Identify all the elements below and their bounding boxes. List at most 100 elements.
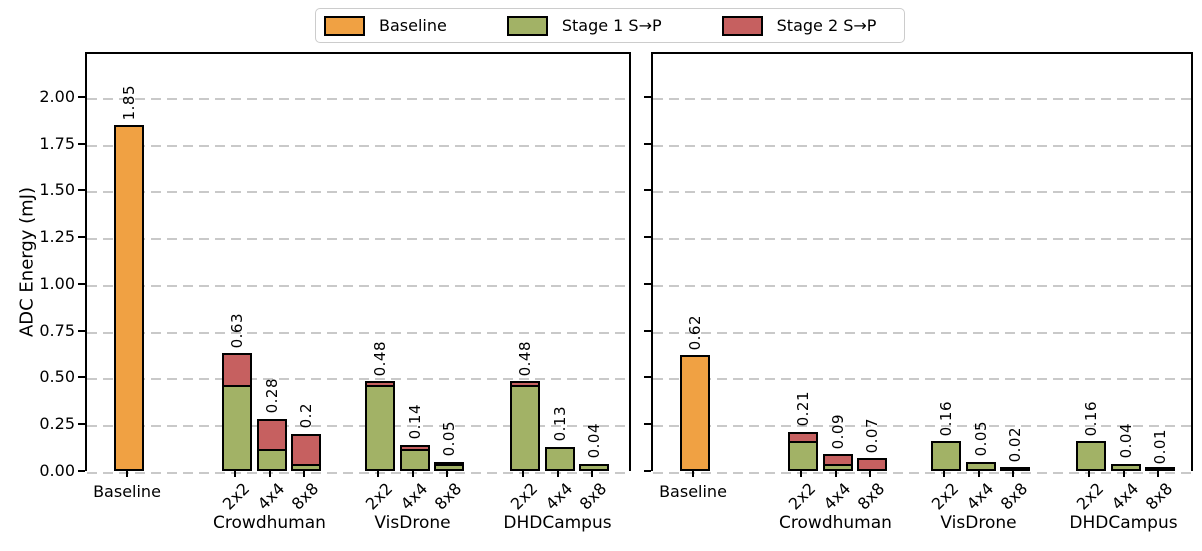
- y-tick-label: 1.25: [39, 227, 75, 247]
- y-tick-mark: [644, 236, 651, 239]
- gridline: [87, 472, 629, 474]
- x-tick-label-text: 2x2: [1072, 479, 1108, 514]
- legend-item-stage1: Stage 1 S→P: [506, 15, 662, 36]
- x-tick-label-text: 8x8: [1141, 479, 1177, 514]
- bar-value-label: 0.16: [1082, 400, 1100, 437]
- stage2-swatch-icon: [721, 15, 763, 36]
- gridline: [87, 378, 629, 381]
- bar-segment-stage1: [965, 461, 996, 471]
- x-tick-mark: [692, 471, 694, 477]
- y-tick-mark: [78, 470, 85, 472]
- bar-value-label: 0.04: [1116, 423, 1135, 459]
- legend-label: Stage 2 S→P: [776, 16, 877, 35]
- x-tick-mark: [977, 471, 980, 477]
- y-axis-label: ADC Energy (mJ): [16, 186, 38, 338]
- bar-segment-stage2: [510, 381, 540, 385]
- gridline: [653, 378, 1191, 381]
- x-tick-mark: [556, 471, 559, 477]
- gridline: [653, 191, 1191, 194]
- y-tick-label: 0.00: [39, 461, 75, 480]
- stage1-swatch-icon: [506, 15, 548, 36]
- bar-segment-stage2: [822, 454, 853, 464]
- y-tick-mark: [78, 329, 85, 332]
- x-tick-label-text: 4x4: [396, 479, 431, 514]
- x-tick-mark: [234, 471, 236, 477]
- bar-value-label: 0.2: [297, 403, 315, 429]
- x-tick-label-text: 2x2: [361, 479, 397, 514]
- baseline-swatch-icon: [324, 15, 365, 36]
- bar-value-label: 0.07: [863, 417, 881, 453]
- bar-value-label: 0.02: [1006, 426, 1024, 463]
- y-tick-mark: [78, 376, 85, 379]
- bar-segment-stage2: [291, 433, 321, 464]
- x-tick-label-text: 8x8: [430, 479, 466, 514]
- legend-label: Stage 1 S→P: [561, 16, 662, 35]
- x-tick-mark: [268, 471, 271, 477]
- x-tick-label-text: 8x8: [575, 479, 611, 514]
- group-label: VisDrone: [940, 513, 1017, 533]
- legend-item-stage2: Stage 2 S→P: [721, 15, 877, 36]
- bar-value-label: 0.21: [794, 391, 812, 427]
- bar-segment-stage2: [399, 444, 430, 449]
- group-label: Crowdhuman: [213, 513, 326, 533]
- gridline: [87, 238, 629, 241]
- gridline: [87, 144, 629, 147]
- bar-value-label: 0.28: [262, 378, 281, 414]
- y-tick-label: 1.75: [39, 133, 75, 153]
- bar-value-label: 0.09: [828, 413, 847, 450]
- y-tick-mark: [78, 282, 85, 285]
- x-tick-label: Baseline: [659, 482, 727, 501]
- x-tick-mark: [591, 471, 593, 477]
- y-tick-mark: [644, 142, 651, 145]
- bar-segment-stage1: [1145, 467, 1175, 471]
- bar-segment-stage1: [931, 441, 961, 471]
- bar-segment-stage1: [544, 446, 575, 471]
- x-tick-mark: [943, 471, 945, 477]
- bar-segment-stage1: [222, 384, 252, 471]
- axes-panel-right: 0.62 0.21 0.09 0.07 0.16 0.05 0.02 0.16 0.04 0.01: [651, 52, 1193, 474]
- x-tick-label-text: 4x4: [819, 479, 854, 514]
- x-tick-label-text: 2x2: [506, 479, 542, 514]
- y-tick-mark: [644, 470, 651, 472]
- x-tick-mark: [446, 471, 448, 477]
- gridline: [87, 331, 629, 334]
- gridline: [87, 284, 629, 287]
- x-tick-mark: [1012, 471, 1014, 477]
- group-label: Crowdhuman: [779, 513, 892, 533]
- y-tick-label: 2.00: [39, 86, 75, 106]
- bar-segment-stage1: [399, 448, 430, 471]
- gridline: [653, 331, 1191, 334]
- legend-item-baseline: Baseline: [324, 15, 447, 36]
- bar-value-label: 0.05: [440, 421, 458, 457]
- bar-value-label: 0.04: [585, 423, 603, 459]
- x-tick-mark: [377, 471, 379, 477]
- bar-segment-stage1: [365, 384, 395, 471]
- gridline: [653, 425, 1191, 428]
- x-tick-mark: [126, 471, 128, 477]
- bar-segment-stage2: [857, 457, 887, 470]
- y-tick-mark: [644, 423, 651, 426]
- legend: Baseline Stage 1 S→P Stage 2 S→P: [315, 8, 905, 43]
- bar-segment-baseline: [114, 124, 144, 471]
- bar-segment-stage2: [788, 431, 818, 442]
- bar-value-label: 0.14: [405, 404, 424, 440]
- bar-segment-stage2: [222, 353, 252, 385]
- gridline: [653, 144, 1191, 147]
- group-label: DHDCampus: [503, 513, 612, 533]
- y-tick-mark: [78, 95, 85, 98]
- bar-value-label: 0.05: [971, 421, 990, 457]
- x-tick-label: Baseline: [93, 482, 161, 501]
- x-tick-label-text: 4x4: [253, 479, 288, 514]
- x-tick-mark: [1157, 471, 1159, 477]
- gridline: [653, 284, 1191, 287]
- y-tick-label: 0.75: [39, 320, 75, 340]
- bar-value-label: 0.48: [516, 340, 534, 377]
- y-tick-mark: [644, 376, 651, 379]
- x-tick-mark: [834, 471, 837, 477]
- x-tick-label-text: 2x2: [218, 479, 254, 514]
- group-label: VisDrone: [374, 513, 451, 533]
- y-tick-label: 0.25: [39, 414, 75, 434]
- gridline: [653, 97, 1191, 100]
- y-tick-mark: [644, 329, 651, 332]
